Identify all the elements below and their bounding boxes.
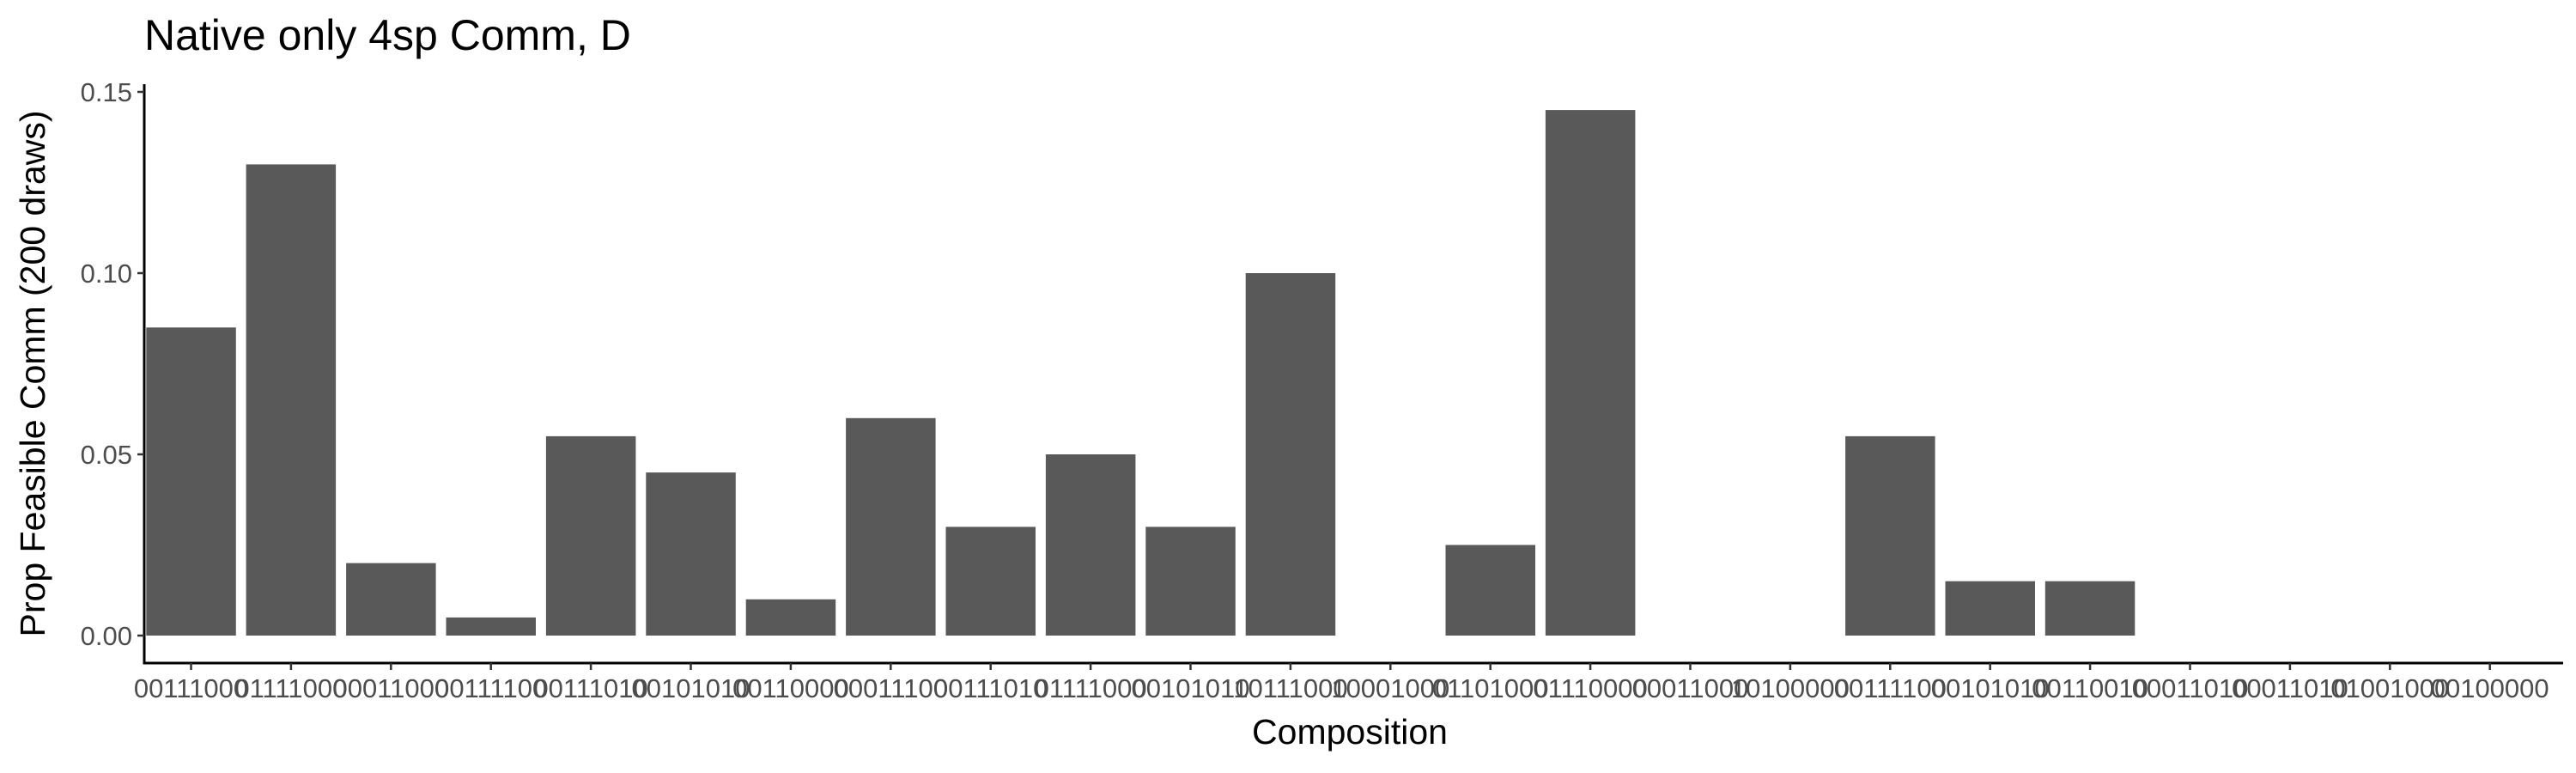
x-tick-label-3: 00011000 [332, 673, 449, 703]
x-tick-label-18: 00111100 [1834, 673, 1947, 703]
x-tick-label-2: 01111000 [234, 673, 347, 703]
x-tick-label-17: 10100000 [1731, 673, 1850, 703]
bar-7 [745, 599, 836, 636]
bar-20 [2044, 581, 2136, 636]
x-tick-label-8: 00011100 [834, 673, 948, 703]
bar-12 [1245, 273, 1336, 636]
x-axis: 0011100001111000000110000011110000111010… [134, 661, 2563, 703]
x-tick-label-23: 01001000 [2330, 673, 2449, 703]
x-tick-label-22: 00011010 [2232, 673, 2348, 703]
bar-11 [1145, 526, 1236, 636]
x-tick-label-7: 00110000 [732, 673, 849, 703]
x-tick-label-16: 00011000 [1632, 673, 1749, 703]
bar-2 [246, 164, 337, 636]
y-tick-label-2: 0.05 [81, 440, 132, 470]
x-tick-label-4: 00111100 [434, 673, 547, 703]
bar-19 [1945, 581, 2035, 636]
x-tick-label-14: 01101000 [1432, 673, 1549, 703]
y-tick-label-4: 0.15 [81, 77, 132, 107]
x-tick-label-19: 00101010 [1931, 673, 2050, 703]
x-tick-label-21: 00011010 [2132, 673, 2249, 703]
x-tick-label-10: 01111000 [1035, 673, 1147, 703]
bar-15 [1545, 110, 1636, 636]
bar-1 [146, 327, 236, 636]
bar-10 [1045, 454, 1136, 636]
bar-9 [945, 526, 1036, 636]
y-tick-label-3: 0.10 [81, 259, 132, 289]
x-tick-label-9: 00111010 [933, 673, 1048, 703]
bar-6 [646, 472, 736, 636]
bars-group [146, 110, 2136, 636]
x-tick-label-11: 00101010 [1132, 673, 1250, 703]
x-tick-label-24: 00100000 [2431, 673, 2549, 703]
y-tick-label-1: 0.00 [81, 621, 132, 651]
bar-8 [846, 417, 936, 636]
x-tick-label-13: 10001000 [1331, 673, 1449, 703]
x-tick-label-12: 10111000 [1233, 673, 1347, 703]
bar-18 [1845, 435, 1935, 636]
x-axis-title: Composition [1252, 712, 1448, 752]
x-tick-label-20: 00110010 [2032, 673, 2148, 703]
bar-5 [545, 435, 636, 636]
bar-3 [346, 563, 436, 636]
y-axis: 0.00 0.05 0.10 0.15 [81, 77, 146, 663]
x-tick-label-5: 00111010 [533, 673, 647, 703]
x-tick-label-6: 00101010 [632, 673, 750, 703]
x-tick-label-15: 01110000 [1533, 673, 1647, 703]
y-axis-title: Prop Feasible Comm (200 draws) [13, 111, 52, 637]
bar-4 [446, 617, 536, 636]
chart-title: Native only 4sp Comm, D [144, 11, 631, 59]
x-tick-label-1: 00111000 [134, 673, 248, 703]
bar-14 [1445, 545, 1535, 636]
